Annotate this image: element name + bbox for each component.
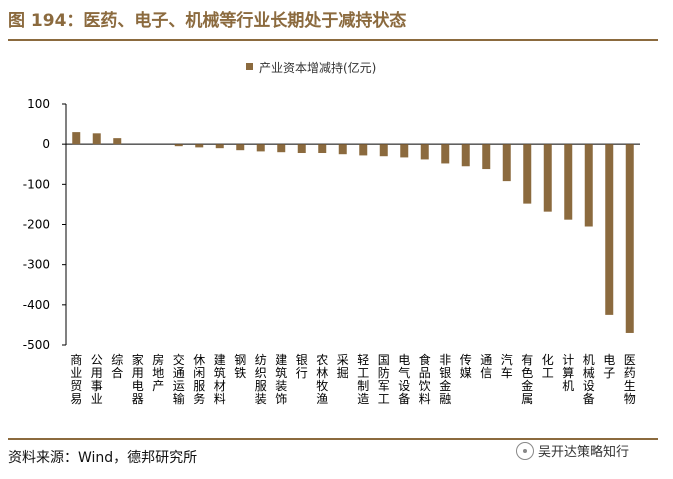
category-label: 公用事业: [91, 353, 103, 406]
category-label: 电子: [603, 353, 615, 380]
bar: [338, 144, 347, 155]
y-tick-label: -300: [23, 258, 50, 272]
bar: [72, 132, 81, 145]
bar: [523, 144, 532, 204]
y-tick-label: -200: [23, 218, 50, 232]
legend-swatch: [246, 63, 253, 70]
bar: [215, 144, 224, 149]
bar: [297, 144, 306, 154]
category-label: 机械设备: [583, 353, 595, 406]
y-tick-label: 100: [27, 97, 50, 111]
category-label: 计算机: [562, 353, 574, 393]
category-label: 建筑材料: [214, 353, 226, 406]
category-label: 家用电器: [132, 352, 144, 406]
bar: [379, 144, 388, 157]
bar: [543, 144, 552, 212]
bar: [564, 144, 573, 220]
category-label: 农林牧渔: [316, 353, 328, 406]
watermark: 吴开达策略知行: [516, 441, 629, 460]
category-label: 纺织服装: [255, 353, 267, 406]
bar: [359, 144, 368, 156]
bar: [113, 138, 122, 145]
bar: [605, 144, 614, 315]
category-label: 非银金融: [439, 353, 451, 406]
bar: [420, 144, 429, 160]
bottom-rule: [8, 438, 658, 440]
bar: [461, 144, 470, 167]
bar: [400, 144, 409, 158]
category-label: 综合: [111, 353, 123, 380]
y-tick-label: -500: [23, 338, 50, 352]
category-label: 食品饮料: [419, 352, 431, 406]
wechat-icon: [516, 441, 534, 460]
category-label: 银行: [296, 353, 308, 380]
category-label: 轻工制造: [357, 353, 369, 406]
category-label: 传媒: [460, 352, 472, 380]
category-label: 电气设备: [398, 353, 410, 406]
category-label: 商业贸易: [70, 352, 82, 406]
category-label: 休闲服务: [193, 353, 205, 406]
category-label: 采掘: [337, 353, 349, 380]
bar: [174, 144, 183, 147]
bar: [502, 144, 511, 182]
source-note: 资料来源：Wind，德邦研究所: [8, 450, 198, 466]
y-tick-label: 0: [42, 137, 50, 151]
category-label: 建筑装饰: [275, 353, 287, 406]
bar: [236, 144, 245, 151]
bar: [625, 144, 634, 333]
category-label: 有色金属: [521, 353, 533, 406]
bar: [318, 144, 327, 154]
figure-title: 图 194：医药、电子、机械等行业长期处于减持状态: [8, 11, 407, 31]
bar: [277, 144, 286, 153]
watermark-label: 吴开达策略知行: [538, 445, 630, 460]
bar: [482, 144, 491, 170]
bar: [256, 144, 265, 152]
bar: [584, 144, 593, 227]
bar: [441, 144, 450, 164]
title-rule: [8, 39, 658, 41]
category-label: 钢铁: [234, 353, 246, 380]
y-tick-label: -400: [23, 298, 50, 312]
legend-label: 产业资本增减持(亿元): [259, 60, 376, 75]
category-label: 房地产: [152, 352, 164, 393]
y-tick-label: -100: [23, 177, 50, 191]
category-label: 化工: [542, 353, 554, 380]
category-label: 交通运输: [173, 352, 185, 406]
category-label: 通信: [480, 353, 492, 380]
category-label: 医药生物: [624, 353, 636, 406]
bar: [195, 144, 204, 148]
category-label: 汽车: [501, 352, 513, 380]
bar: [92, 133, 101, 145]
category-label: 国防军工: [378, 353, 390, 406]
